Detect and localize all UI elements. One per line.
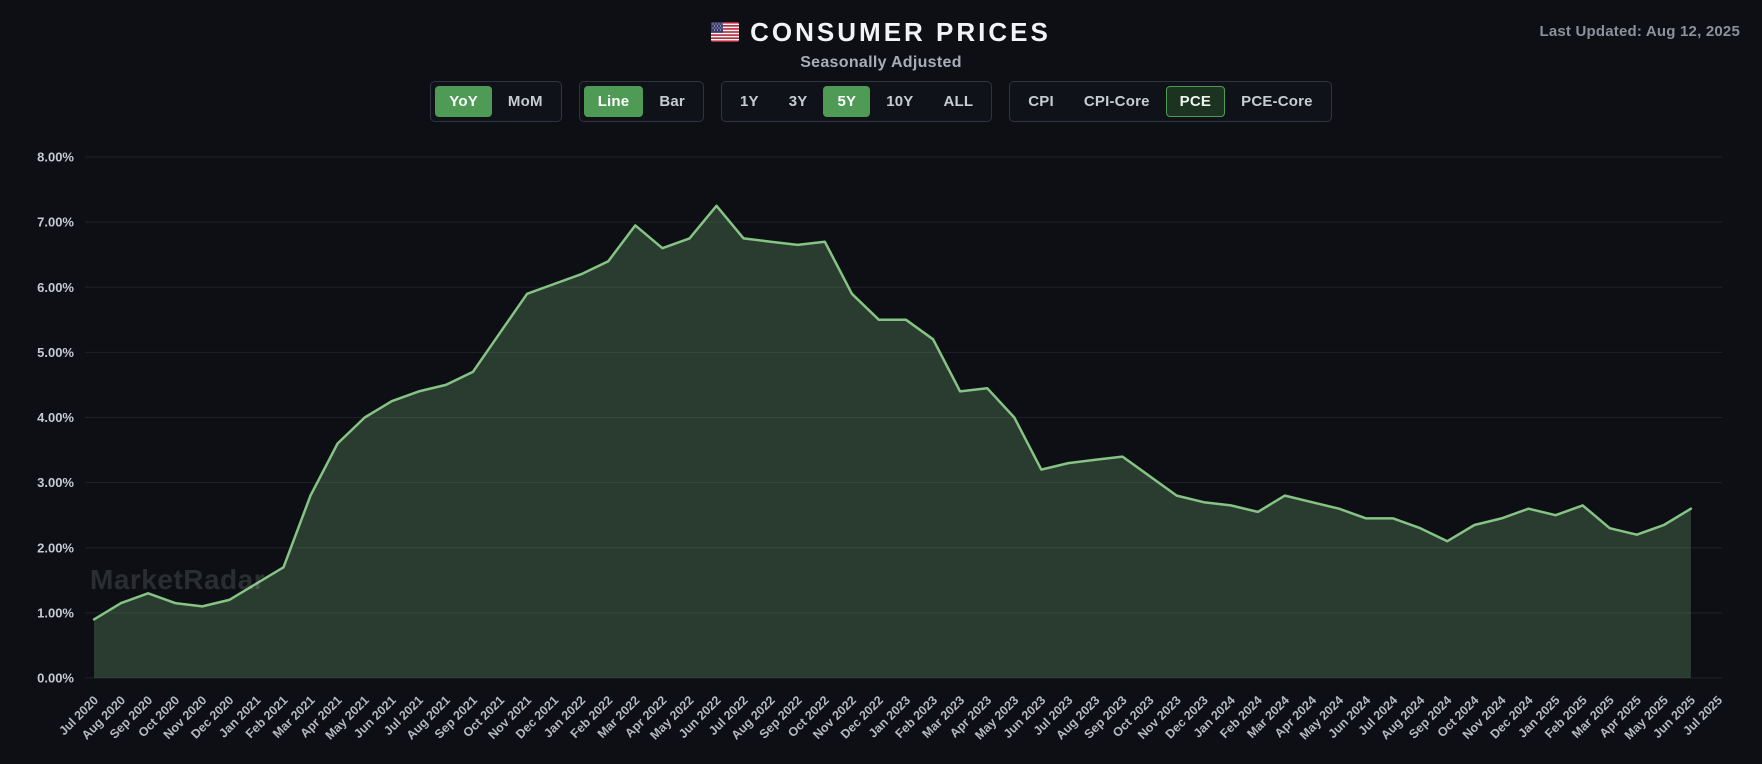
y-axis-labels: 0.00% 1.00% 2.00% 3.00% 4.00% 5.00% 6.00% 7.00%… [37,150,74,686]
watermark: MarketRadar [90,564,265,595]
page-title: CONSUMER PRICES [0,15,1762,49]
page-subtitle: Seasonally Adjusted [800,54,962,71]
y-tick-label: 2.00% [37,540,74,555]
us-flag-icon [711,22,740,42]
y-tick-label: 5.00% [37,345,74,360]
y-tick-label: 4.00% [37,410,74,425]
button-all[interactable]: ALL [930,86,988,117]
chart-type-toggle: Line Bar [578,81,704,122]
button-pce-core[interactable]: PCE-Core [1227,86,1327,117]
button-line[interactable]: Line [583,86,644,117]
frequency-toggle: YoY MoM [430,81,562,122]
button-pce[interactable]: PCE [1165,86,1226,117]
button-3y[interactable]: 3Y [775,86,822,117]
metric-toggle: CPI CPI-Core PCE PCE-Core [1009,81,1332,122]
page-title-text: CONSUMER PRICES [750,17,1051,47]
controls: YoY MoM Line Bar 1Y 3Y 5Y 10Y ALL CPI CPI-Core PCE P… [0,81,1762,122]
range-toggle: 1Y 3Y 5Y 10Y ALL [720,81,993,122]
y-tick-label: 1.00% [37,605,74,620]
y-tick-label: 6.00% [37,280,74,295]
button-bar[interactable]: Bar [645,86,699,117]
last-updated-label: Last Updated: Aug 12, 2025 [1539,23,1740,40]
button-cpi[interactable]: CPI [1014,86,1068,117]
y-tick-label: 7.00% [37,215,74,230]
y-tick-label: 3.00% [37,475,74,490]
button-cpi-core[interactable]: CPI-Core [1070,86,1164,117]
y-tick-label: 0.00% [37,671,74,686]
button-mom[interactable]: MoM [494,86,557,117]
line-series [92,204,1693,621]
header: Last Updated: Aug 12, 2025 [0,0,1762,74]
button-yoy[interactable]: YoY [435,86,492,117]
y-tick-label: 8.00% [37,150,74,165]
gridlines [85,156,1722,679]
button-10y[interactable]: 10Y [872,86,927,117]
button-5y[interactable]: 5Y [823,86,871,117]
button-1y[interactable]: 1Y [726,86,773,117]
area-series [94,205,1691,679]
